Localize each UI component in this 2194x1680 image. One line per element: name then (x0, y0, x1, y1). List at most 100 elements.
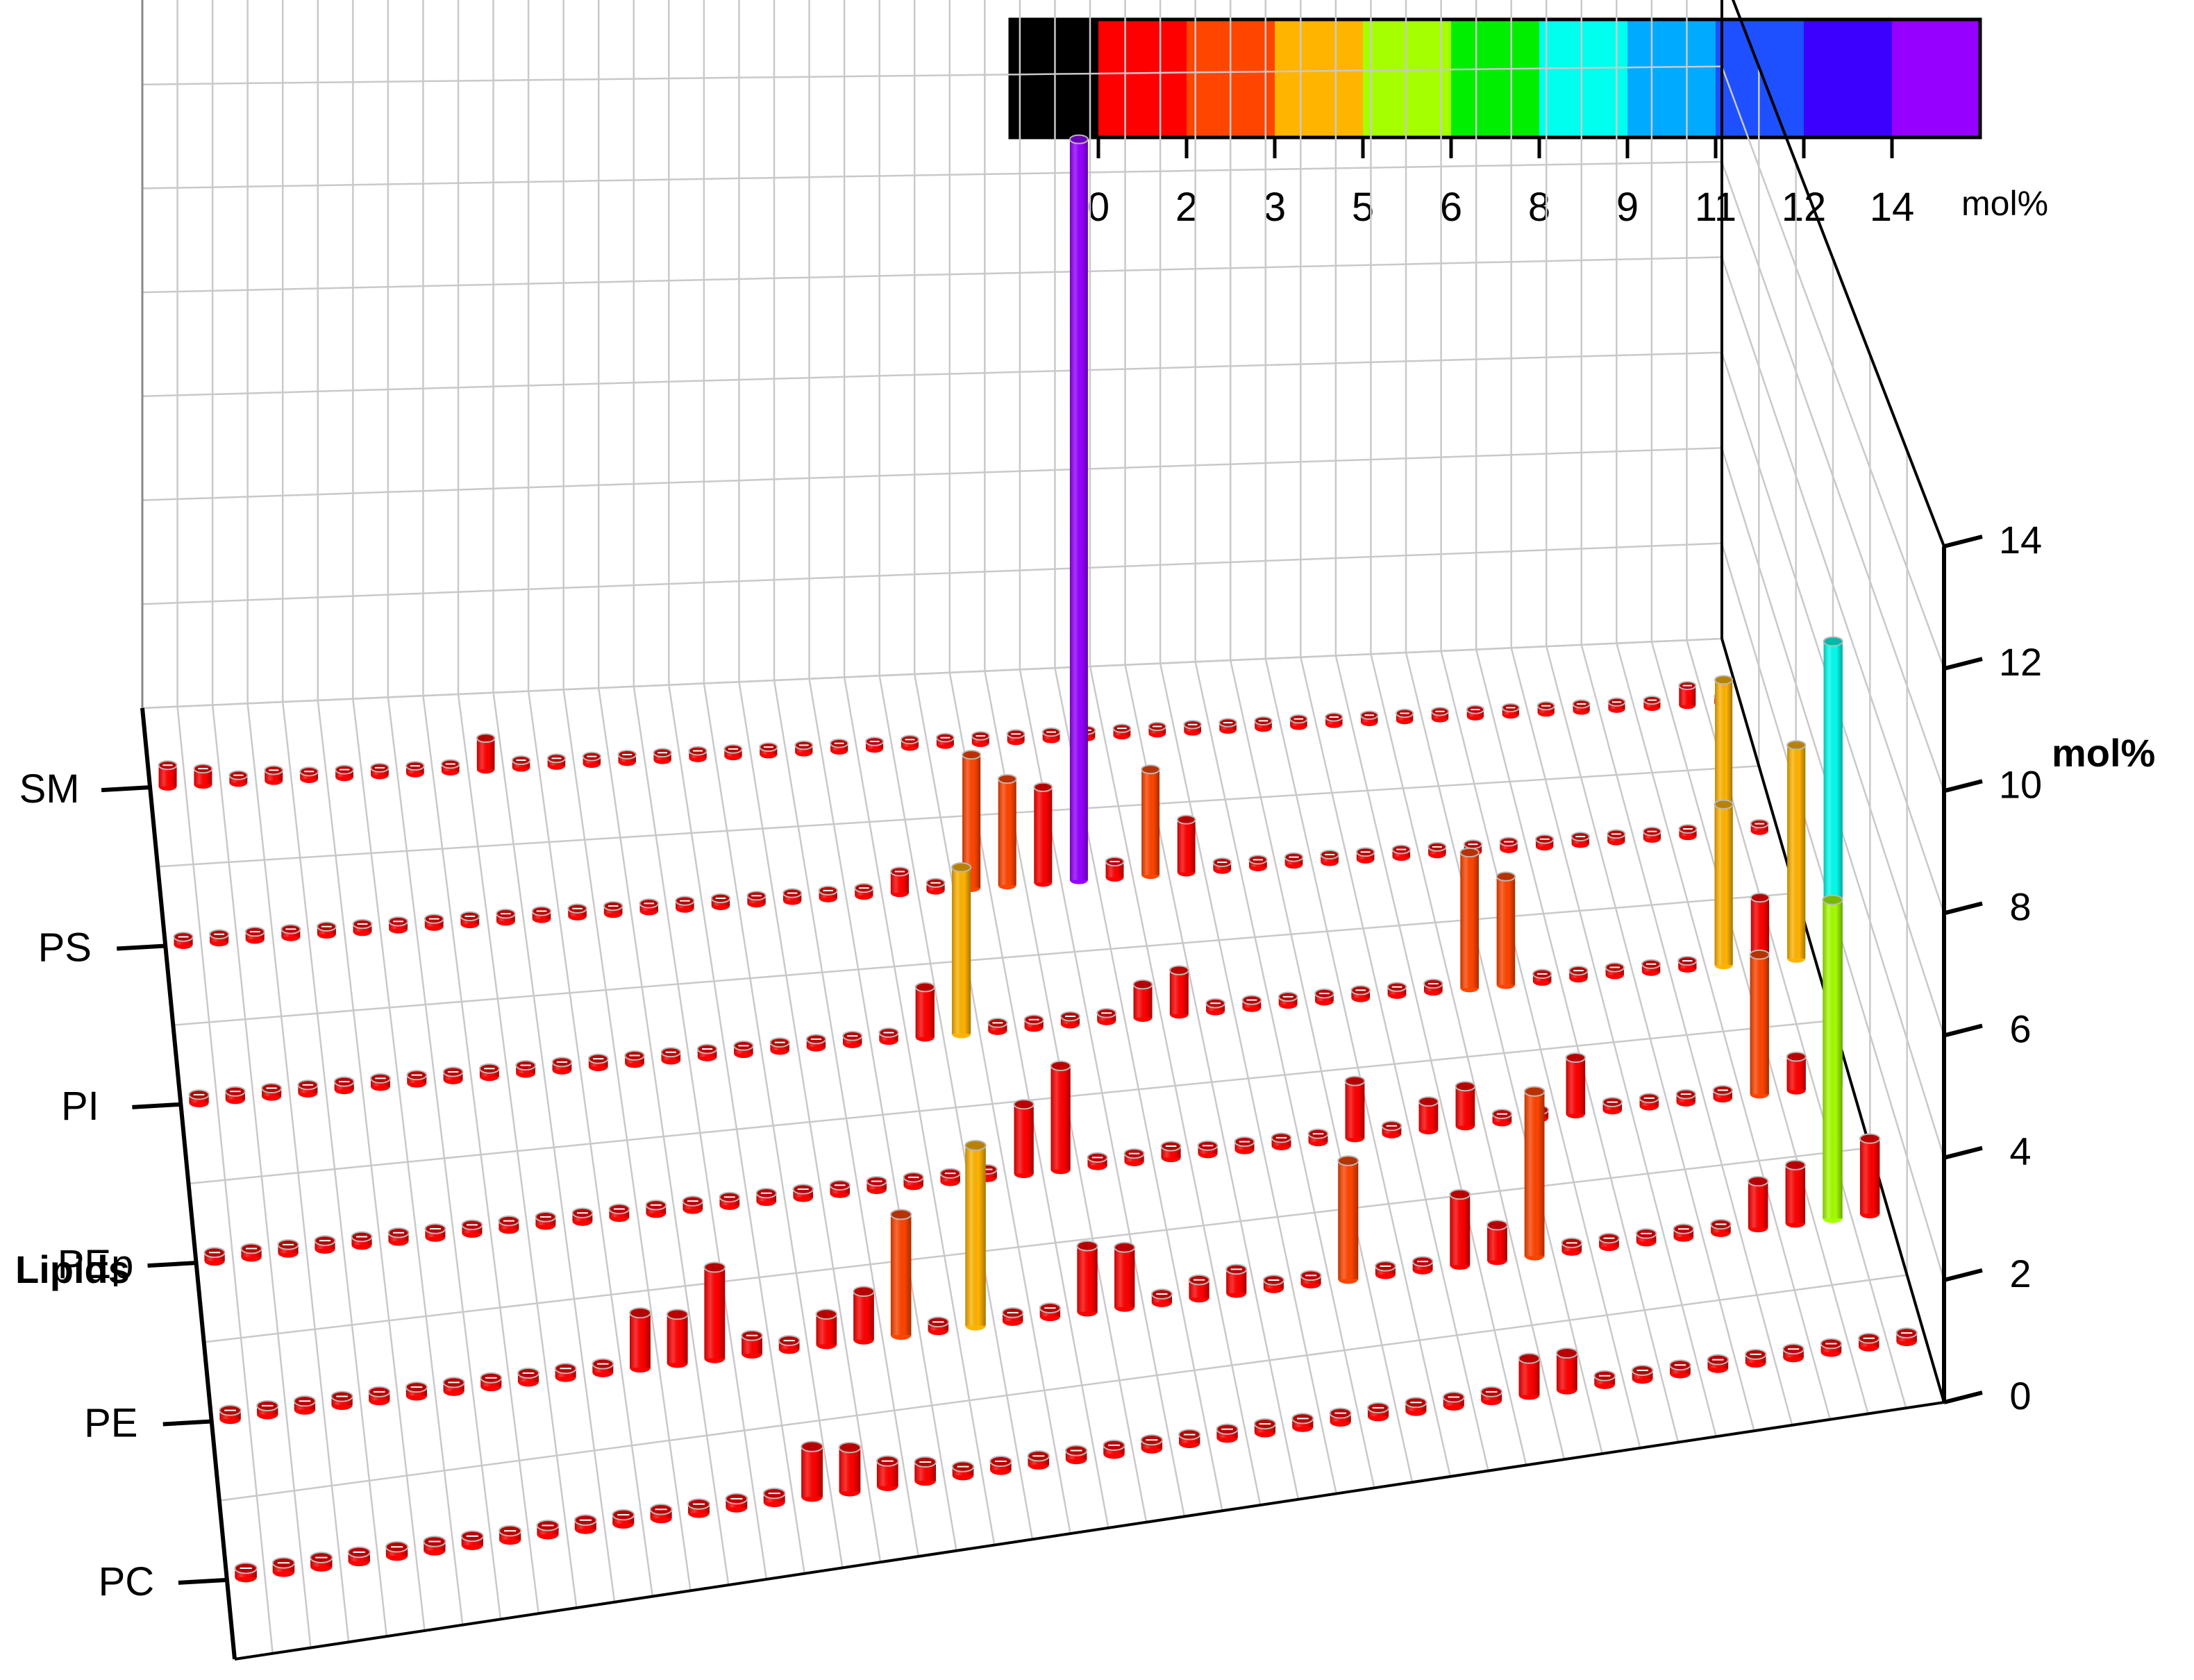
floor-gridline (173, 892, 1796, 1026)
bar (1466, 705, 1485, 721)
bar (536, 1520, 560, 1540)
bar (1123, 1148, 1145, 1166)
bar (1669, 1359, 1691, 1379)
bar (442, 1066, 464, 1084)
bar-shading (1487, 1225, 1507, 1261)
bar (853, 1286, 875, 1345)
bar-shading (890, 1214, 912, 1336)
floor-gridline (158, 765, 1759, 868)
chart-grid (141, 0, 1945, 1661)
bar-shading (1750, 955, 1769, 1094)
bar (1480, 1386, 1503, 1406)
bar-shading (1455, 1086, 1475, 1126)
bar (1248, 855, 1268, 871)
bar (1523, 1086, 1546, 1261)
z-tick-label: 8 (2009, 884, 2031, 928)
bar (794, 740, 814, 757)
bar-shading (630, 1313, 651, 1368)
bar (1532, 968, 1552, 986)
floor-gridline (219, 1274, 1907, 1502)
bar-shading (1859, 1139, 1880, 1214)
bar (838, 1441, 862, 1497)
bar (778, 1335, 801, 1354)
bar-cap (1455, 1081, 1476, 1092)
bar-shading (1345, 1081, 1365, 1138)
bar-cap (1555, 1347, 1578, 1359)
bar (1064, 1445, 1088, 1465)
bar (310, 1552, 333, 1572)
bar (316, 921, 337, 939)
bar (1418, 1096, 1439, 1134)
bar (335, 764, 354, 782)
bar-shading (1114, 1247, 1135, 1307)
lipid-axis-line (140, 707, 237, 1660)
bar (903, 1172, 924, 1191)
bar (649, 1504, 673, 1524)
bar (1069, 134, 1089, 884)
bar (1555, 1347, 1578, 1395)
bar (755, 1188, 778, 1207)
bar (1307, 1128, 1329, 1147)
side-wall-top-edge (1731, 0, 1945, 547)
bar-cap (853, 1286, 875, 1297)
bar-cap (1033, 782, 1053, 792)
bar (1374, 1261, 1396, 1279)
bar (369, 1073, 391, 1091)
bar (703, 1261, 726, 1363)
bar (1381, 1120, 1402, 1139)
bar (653, 748, 672, 764)
bar (203, 1247, 226, 1266)
bar (1087, 1152, 1108, 1170)
bar (914, 982, 935, 1042)
bar (1289, 714, 1308, 730)
bar (1572, 699, 1591, 715)
back-wall-z-gridline (142, 351, 1723, 398)
bar (480, 1372, 503, 1392)
bar (1253, 1418, 1277, 1438)
bar-cap (1418, 1096, 1439, 1107)
colorbar-segment (1363, 19, 1451, 137)
bar-shading (1034, 787, 1053, 883)
bar (926, 877, 946, 895)
colorbar-legend: 0 2 3 5 6 8 9 11 12 14 mol% (1008, 17, 2048, 230)
bar (498, 1215, 520, 1234)
bar-cap (703, 1261, 726, 1273)
bar (1712, 1085, 1733, 1103)
bar (1114, 1241, 1136, 1312)
bar-shading (965, 1145, 986, 1326)
bar (330, 1391, 353, 1411)
bar-shading (1069, 139, 1088, 880)
bar-cap (1076, 1240, 1098, 1252)
bar (405, 761, 425, 778)
bar (478, 1063, 500, 1082)
bar (460, 911, 480, 929)
bar (1344, 1075, 1366, 1143)
lipid-tick-label: PS (38, 925, 92, 971)
bar (987, 1018, 1008, 1035)
bar (1786, 740, 1807, 963)
colorbar-tick-label: 9 (1616, 185, 1639, 230)
bar-shading (1133, 984, 1153, 1018)
bar (1673, 1223, 1695, 1242)
bar (352, 918, 373, 936)
bar-shading (1496, 876, 1516, 985)
bar (546, 753, 567, 770)
bar (271, 1556, 296, 1577)
bar (1518, 1352, 1541, 1400)
bar (496, 908, 516, 926)
bar (1314, 988, 1334, 1006)
bar (660, 1047, 682, 1065)
bar-cap (1487, 1220, 1508, 1231)
bar-cap (964, 1140, 987, 1151)
bar (234, 1562, 258, 1583)
lipid-tick-label: SM (19, 766, 80, 812)
bar (256, 1400, 279, 1420)
back-wall-z-gridline (142, 65, 1723, 85)
bar (1241, 995, 1262, 1012)
bar (1300, 1270, 1322, 1288)
floor-gridline (188, 1019, 1834, 1185)
bar-shading (704, 1267, 726, 1359)
bar (1565, 1052, 1586, 1119)
lipid-axis-tick (162, 1419, 212, 1427)
